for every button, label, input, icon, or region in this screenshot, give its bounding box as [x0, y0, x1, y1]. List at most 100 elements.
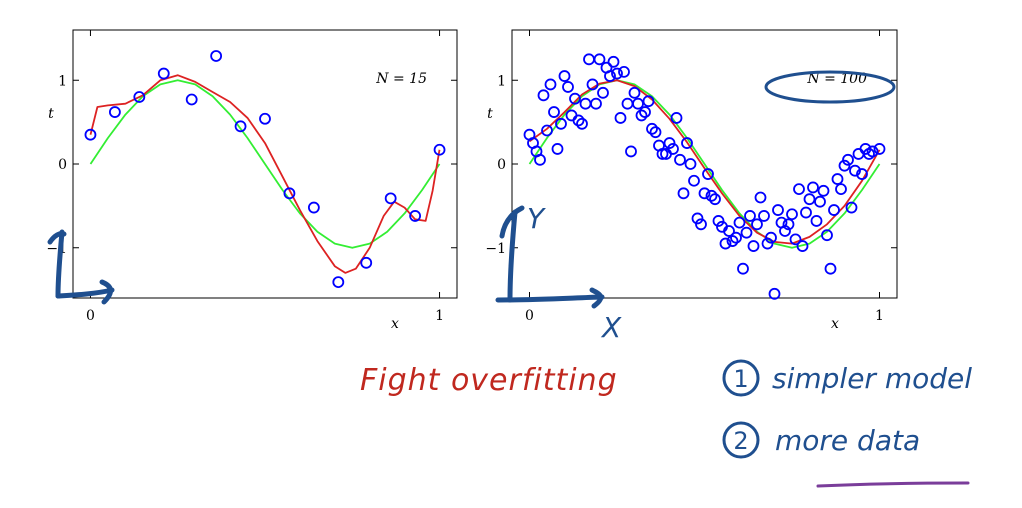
- data-point: [614, 112, 627, 124]
- data-point: [852, 148, 865, 160]
- data-point: [698, 187, 711, 200]
- hand-x-label: X: [600, 311, 622, 344]
- data-point: [646, 122, 658, 135]
- data-point: [814, 195, 826, 208]
- y-axis-label: t: [48, 106, 54, 122]
- data-point: [828, 204, 840, 216]
- data-point: [744, 210, 756, 222]
- data-point: [824, 262, 837, 275]
- data-point: [772, 204, 784, 216]
- data-point: [719, 237, 732, 250]
- data-point: [579, 97, 592, 110]
- true-function-curve: [89, 79, 441, 249]
- data-point: [360, 256, 373, 269]
- y-tick-label: 0: [497, 157, 506, 173]
- data-point: [551, 143, 564, 155]
- data-point: [607, 55, 620, 68]
- data-point: [674, 153, 686, 166]
- hand-axes-left: [47, 229, 115, 305]
- data-point: [576, 117, 588, 130]
- data-point: [800, 206, 812, 219]
- data-point: [849, 164, 861, 177]
- data-point: [663, 137, 676, 149]
- data-point: [866, 145, 879, 158]
- data-point: [618, 65, 630, 78]
- data-point: [831, 173, 844, 185]
- data-point: [863, 148, 875, 160]
- data-point: [768, 287, 781, 300]
- y-tick-label: −1: [485, 241, 506, 257]
- data-point: [723, 225, 735, 237]
- data-point: [821, 229, 833, 242]
- data-point: [786, 208, 798, 221]
- data-point: [873, 143, 886, 155]
- item2-text: more data: [775, 424, 920, 457]
- data-point: [604, 70, 616, 82]
- x-tick-label: 0: [525, 308, 534, 324]
- data-point: [537, 89, 550, 102]
- data-point: [565, 109, 578, 122]
- data-point: [562, 81, 574, 93]
- data-point: [754, 191, 767, 204]
- data-point: [157, 67, 170, 80]
- data-point: [747, 240, 760, 252]
- plot-right-n100: 0 1 −1 0 1 x t N = 100: [485, 29, 898, 332]
- item1-number: 1: [733, 365, 748, 393]
- data-point: [548, 106, 560, 118]
- data-point: [210, 50, 223, 62]
- data-point: [635, 109, 648, 122]
- data-point: [740, 226, 753, 239]
- data-point: [684, 158, 697, 170]
- fitted-model-curve: [528, 79, 881, 245]
- fitted-model-curve: [89, 74, 441, 274]
- data-point: [555, 117, 567, 130]
- data-point: [558, 70, 571, 82]
- data-point: [586, 78, 599, 91]
- data-point: [534, 153, 546, 166]
- y-axis-label: t: [487, 106, 493, 122]
- data-point: [765, 231, 777, 244]
- data-point: [656, 148, 669, 160]
- data-point: [779, 225, 791, 237]
- data-point: [133, 91, 146, 103]
- fight-overfitting-text: Fight overfitting: [360, 363, 618, 398]
- circle-annotation: [764, 70, 896, 104]
- data-point: [838, 159, 851, 172]
- data-point: [789, 233, 802, 246]
- data-point: [632, 97, 644, 110]
- data-point: [810, 215, 823, 227]
- data-point: [572, 114, 585, 127]
- data-point: [712, 215, 725, 227]
- data-point: [649, 126, 662, 139]
- data-point: [856, 168, 868, 180]
- x-tick-label: 1: [875, 308, 884, 324]
- data-point: [583, 53, 595, 66]
- data-point: [758, 210, 770, 222]
- data-point: [807, 181, 819, 194]
- n-label: N = 15: [375, 71, 427, 87]
- data-point: [733, 216, 746, 229]
- y-tick-label: 1: [58, 73, 67, 89]
- data-point: [409, 210, 422, 222]
- data-point: [761, 237, 774, 250]
- data-point: [845, 201, 858, 214]
- data-point: [590, 97, 602, 110]
- data-point: [730, 231, 742, 244]
- data-point: [726, 235, 739, 247]
- data-point: [259, 112, 271, 125]
- true-function-curve: [528, 79, 881, 249]
- data-point: [597, 86, 609, 99]
- data-point: [681, 137, 693, 149]
- item2-number: 2: [733, 427, 748, 455]
- data-point: [283, 187, 296, 200]
- data-point: [544, 78, 557, 91]
- data-point: [639, 106, 651, 118]
- data-point: [593, 53, 606, 66]
- data-point: [677, 187, 690, 200]
- data-point: [796, 240, 809, 252]
- x-axis-label: x: [391, 316, 399, 332]
- data-point: [737, 262, 749, 275]
- data-point: [670, 112, 683, 124]
